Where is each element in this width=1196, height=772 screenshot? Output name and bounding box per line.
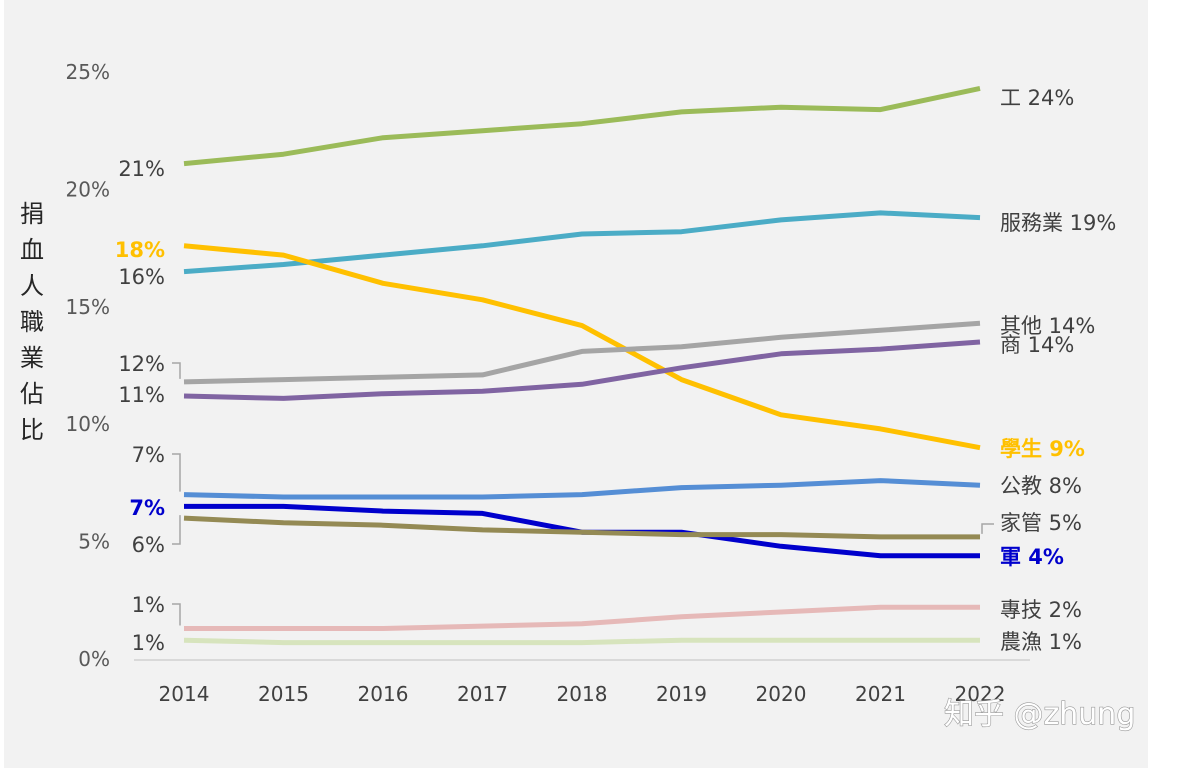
series-line-農漁 <box>183 637 980 646</box>
y-tick-label: 0% <box>78 647 110 671</box>
series-line-公教 <box>183 478 981 500</box>
series-line-專技 <box>184 604 980 631</box>
series-layer <box>183 85 981 646</box>
start-label-軍: 7% <box>129 496 165 520</box>
end-leader-家管 <box>981 523 994 534</box>
series-line-家管 <box>183 515 980 540</box>
end-label-家管: 家管 5% <box>1000 511 1082 535</box>
start-label-農漁: 1% <box>132 631 165 655</box>
series-line-其他 <box>183 320 981 385</box>
start-label-家管: 6% <box>132 533 165 557</box>
x-tick-label: 2017 <box>457 682 508 706</box>
start-leader-其他 <box>172 362 181 379</box>
end-label-服務業: 服務業 19% <box>1000 211 1116 235</box>
series-line-商 <box>183 339 981 401</box>
x-tick-label: 2018 <box>557 682 608 706</box>
x-tick-label: 2016 <box>358 682 409 706</box>
y-axis-label-char: 佔 <box>20 380 44 408</box>
start-labels: 21% 16% 18% 12% 11% 7% 7% 6% 1% 1% <box>115 157 181 655</box>
end-label-工: 工 24% <box>1000 86 1074 110</box>
end-labels: 工 24% 服務業 19% 學生 9% 其他 14%商 14% 公教 8% 軍 4% 家管 … <box>981 86 1116 654</box>
y-tick-label: 15% <box>66 295 110 319</box>
start-label-專技: 1% <box>132 593 165 617</box>
y-axis-ticks: 0% 5% 10% 15% 20% 25% <box>66 60 110 671</box>
start-leader-公教 <box>172 453 181 492</box>
x-tick-label: 2021 <box>855 682 906 706</box>
end-label-專技: 專技 2% <box>1000 598 1082 622</box>
end-label-其他: 其他 14% <box>1000 314 1095 338</box>
series-line-服務業 <box>183 210 981 275</box>
y-axis-label-char: 業 <box>20 344 44 372</box>
y-axis-label-char: 血 <box>20 236 44 264</box>
watermark: 知乎 @zhung <box>944 697 1135 732</box>
end-label-商: 商 14% <box>1000 333 1074 357</box>
y-tick-label: 25% <box>66 60 110 84</box>
start-label-學生: 18% <box>115 238 165 262</box>
start-label-公教: 7% <box>132 443 165 467</box>
end-label-農漁: 農漁 1% <box>1000 630 1082 654</box>
start-leader-專技 <box>172 603 181 626</box>
x-tick-label: 2020 <box>756 682 807 706</box>
x-tick-label: 2014 <box>159 682 210 706</box>
x-tick-label: 2015 <box>258 682 309 706</box>
y-tick-label: 20% <box>66 177 110 201</box>
x-tick-label: 2019 <box>656 682 707 706</box>
start-label-商: 11% <box>118 383 165 407</box>
y-tick-label: 5% <box>78 530 110 554</box>
series-line-學生 <box>183 243 981 451</box>
start-label-其他: 12% <box>118 352 165 376</box>
y-axis-label-char: 捐 <box>20 200 44 228</box>
y-axis-label-char: 職 <box>20 308 44 336</box>
start-label-工: 21% <box>118 157 165 181</box>
y-axis-label-char: 比 <box>20 416 44 444</box>
end-label-學生: 學生 9% <box>1000 437 1085 461</box>
y-tick-label: 10% <box>66 412 110 436</box>
start-label-服務業: 16% <box>118 265 165 289</box>
y-axis-label-char: 人 <box>20 272 44 300</box>
start-leader-家管 <box>172 515 181 545</box>
x-tick-label: 2022 <box>955 682 1006 706</box>
end-label-軍: 軍 4% <box>1000 545 1064 569</box>
x-axis-ticks: 2014 2015 2016 2017 2018 2019 2020 2021 2022 <box>159 682 1006 706</box>
series-line-工 <box>183 85 981 167</box>
end-label-公教: 公教 8% <box>1000 474 1082 498</box>
